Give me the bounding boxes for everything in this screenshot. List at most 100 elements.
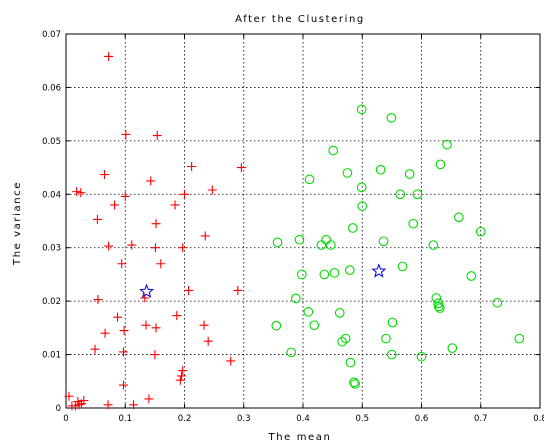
cluster-1-point	[79, 396, 89, 406]
cluster-2-point	[387, 349, 397, 360]
cluster-1-point	[175, 375, 185, 385]
cluster-2-point	[442, 139, 452, 150]
cluster-2-point	[303, 306, 314, 317]
x-tick-label: 0.8	[533, 414, 544, 424]
cluster-1-point	[172, 311, 182, 321]
x-tick-label: 0	[63, 414, 68, 424]
cluster-2-point	[319, 269, 330, 280]
cluster-1-point	[170, 200, 180, 210]
cluster-2-point	[435, 303, 445, 313]
cluster-1-point	[118, 347, 128, 357]
x-tick-label: 0.5	[355, 414, 369, 424]
cluster-2-point	[286, 347, 297, 358]
cluster-2-point	[453, 212, 464, 223]
cluster-1-point	[118, 380, 128, 390]
cluster-1-point	[226, 356, 236, 366]
y-tick-label: 0.04	[42, 190, 61, 200]
y-tick-label: 0.06	[42, 83, 61, 93]
cluster-1-point	[180, 189, 189, 199]
cluster-1-point	[100, 328, 110, 338]
cluster-1-point	[203, 336, 213, 346]
cluster-1-point	[113, 312, 123, 322]
cluster-2-point	[475, 226, 486, 237]
cluster-2-point	[356, 182, 367, 193]
axis-ticks: 0 0.1 0.2 0.3 0.4 0.5 0.6 0.7 0.8 0 0.01 0.02 0.03 0.…	[42, 30, 544, 424]
cluster-2-point	[321, 234, 331, 245]
cluster-2-point	[466, 271, 477, 281]
cluster-1-point	[127, 240, 137, 250]
cluster-1-point	[93, 295, 103, 305]
cluster-1-point	[150, 243, 160, 253]
cluster-1-point	[117, 259, 127, 269]
cluster-1-point	[104, 51, 114, 61]
cluster-1-point	[199, 320, 209, 330]
x-tick-label: 0.6	[415, 414, 429, 424]
cluster-2-point	[344, 265, 355, 276]
cluster-1-point	[104, 241, 114, 251]
cluster-2-point	[386, 113, 397, 123]
cluster-2-point	[337, 336, 347, 347]
x-axis-label: The mean	[268, 432, 332, 443]
cluster-2-point	[492, 297, 503, 308]
cluster-2-point	[325, 240, 336, 250]
cluster-2-point	[345, 357, 356, 368]
cluster-1-point	[120, 191, 130, 201]
y-tick-label: 0.07	[42, 30, 61, 40]
cluster-2-point	[395, 189, 406, 200]
cluster-1-point	[178, 366, 188, 376]
cluster-2-point	[514, 333, 525, 344]
cluster-2-point	[416, 351, 427, 362]
cluster-1-point	[146, 176, 156, 186]
cluster-2-point	[349, 377, 359, 388]
cluster-2-point	[340, 333, 351, 344]
cluster-2-point	[431, 293, 442, 303]
cluster-1-point	[103, 400, 113, 410]
cluster-1-point	[110, 200, 120, 210]
y-tick-label: 0.03	[42, 244, 61, 254]
y-tick-label: 0.02	[42, 297, 61, 307]
cluster-1-point	[152, 131, 162, 141]
cluster-1-point	[144, 394, 154, 404]
cluster-1-point	[119, 326, 129, 336]
cluster-1-point	[236, 163, 246, 173]
cluster-2-point	[296, 269, 307, 280]
cluster-1-point	[73, 397, 83, 407]
cluster-2-point	[328, 145, 339, 156]
cluster-2-point	[347, 223, 358, 233]
cluster-1-point	[121, 129, 131, 139]
cluster-2-point	[381, 333, 391, 344]
cluster-1-point	[72, 187, 82, 197]
cluster-2-point	[329, 267, 340, 278]
cluster-1-point	[151, 219, 161, 229]
cluster-1-point	[233, 285, 243, 295]
cluster-2-point	[428, 240, 439, 250]
cluster-1-point	[187, 162, 197, 172]
cluster-1-point	[129, 400, 139, 410]
cluster-2-point	[433, 298, 443, 309]
x-tick-label: 0.1	[118, 414, 132, 424]
y-tick-label: 0.01	[42, 351, 61, 361]
cluster-1-point	[151, 323, 161, 333]
cluster-2-point	[404, 169, 415, 179]
cluster-1-point	[141, 320, 151, 330]
grid-lines	[66, 34, 540, 408]
cluster-1-point	[178, 243, 188, 253]
y-axis-label: The variance	[12, 181, 23, 266]
cluster-1-point	[64, 391, 74, 401]
cluster-1-point	[67, 401, 77, 411]
y-tick-label: 0.05	[42, 137, 61, 147]
cluster-1-point	[177, 371, 187, 381]
cluster-2-point	[412, 189, 423, 200]
x-tick-label: 0.7	[474, 414, 488, 424]
data-points	[64, 51, 525, 411]
cluster-1-point	[184, 285, 194, 295]
x-tick-label: 0.3	[237, 414, 251, 424]
cluster-2-point	[316, 240, 327, 250]
cluster-2-point	[447, 343, 458, 354]
cluster-1-point	[156, 259, 166, 269]
cluster-2-point	[375, 164, 386, 175]
cluster-1-point	[150, 350, 160, 360]
cluster-1-point	[76, 188, 86, 198]
cluster-centroid	[139, 283, 155, 298]
